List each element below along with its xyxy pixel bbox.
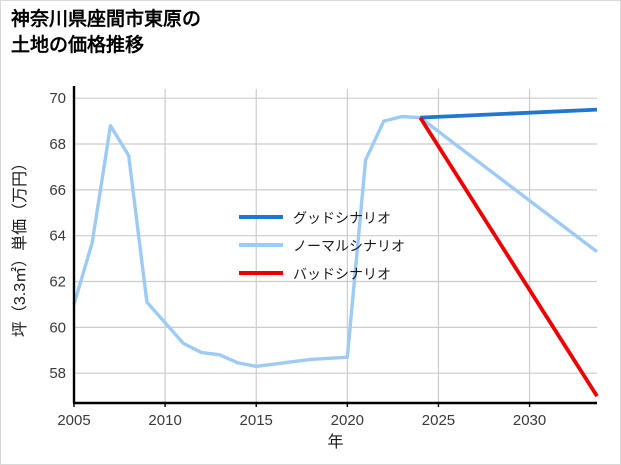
y-tick-label: 62	[49, 274, 66, 291]
x-tick-label: 2030	[513, 412, 546, 429]
y-tick-label: 60	[49, 319, 66, 336]
y-tick-label: 70	[49, 90, 66, 107]
y-tick-label: 68	[49, 136, 66, 153]
y-tick-label: 58	[49, 365, 66, 382]
data-series-layer	[72, 107, 599, 398]
legend-label: グッドシナリオ	[293, 210, 391, 226]
x-tick-label: 2005	[57, 412, 90, 429]
chart-title: 神奈川県座間市東原の 土地の価格推移	[11, 9, 202, 56]
y-tick-label: 64	[49, 228, 66, 245]
tick-label-layer: 58 60 62 64 66 68 70 2005 2010 2015 2020 2025 2030	[49, 90, 546, 429]
x-tick-label: 2025	[422, 412, 455, 429]
axis-layer	[72, 86, 597, 407]
axis-title-layer: 年 坪（3.3㎡）単価（万円）	[11, 155, 344, 451]
series-line	[72, 114, 599, 369]
x-tick-label: 2020	[331, 412, 364, 429]
y-axis-title: 坪（3.3㎡）単価（万円）	[11, 155, 29, 337]
legend-label: ノーマルシナリオ	[293, 238, 405, 254]
x-tick-label: 2010	[148, 412, 181, 429]
series-line	[418, 116, 599, 398]
series-line	[420, 107, 598, 120]
y-tick-label: 66	[49, 182, 66, 199]
x-tick-label: 2015	[240, 412, 273, 429]
grid-lines	[74, 89, 597, 403]
x-axis-title: 年	[327, 433, 343, 451]
legend-label: バッドシナリオ	[293, 266, 391, 282]
